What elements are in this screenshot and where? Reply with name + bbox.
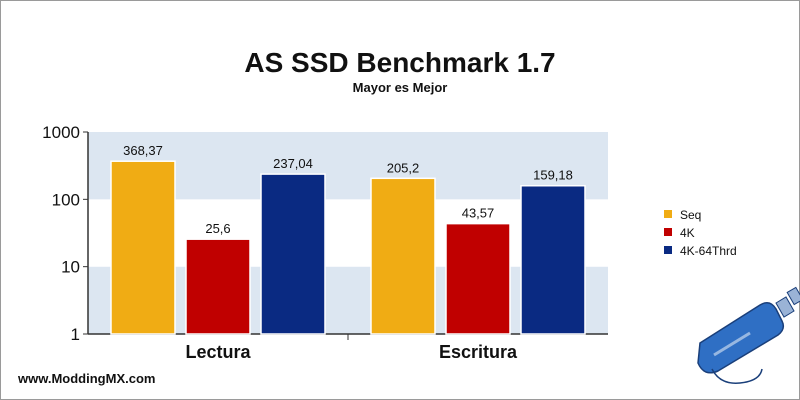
y-tick-label: 1 [71, 325, 80, 344]
legend-label: Seq [680, 208, 701, 222]
legend-swatch [664, 246, 672, 254]
bar-4k-64thrd-escritura [520, 184, 586, 335]
bar-4k-escritura [445, 222, 511, 335]
y-tick-label: 1000 [42, 123, 80, 142]
spray-bottle-icon [697, 286, 800, 384]
y-tick-label: 10 [61, 258, 80, 277]
category-label: Escritura [439, 342, 518, 362]
y-tick-label: 100 [52, 190, 80, 209]
legend: Seq 4K 4K-64Thrd [664, 208, 737, 258]
data-label: 25,6 [205, 221, 230, 236]
bar-4k-lectura [185, 238, 251, 335]
data-label: 237,04 [273, 156, 313, 171]
legend-swatch [664, 228, 672, 236]
legend-swatch [664, 210, 672, 218]
bars [110, 160, 586, 335]
bar-seq-escritura [370, 177, 436, 335]
data-labels: 368,37 25,6 237,04 205,2 43,57 159,18 [123, 143, 573, 236]
bar-seq-lectura [110, 160, 176, 335]
legend-label: 4K-64Thrd [680, 244, 737, 258]
y-tick-labels: 1 10 100 1000 [42, 123, 88, 344]
data-label: 205,2 [387, 160, 420, 175]
footer-website: www.ModdingMX.com [17, 371, 155, 386]
category-labels: Lectura Escritura [185, 342, 518, 362]
data-label: 368,37 [123, 143, 163, 158]
category-label: Lectura [185, 342, 251, 362]
data-label: 43,57 [462, 206, 495, 221]
chart-subtitle: Mayor es Mejor [353, 80, 448, 95]
legend-label: 4K [680, 226, 695, 240]
data-label: 159,18 [533, 168, 573, 183]
bar-4k-64thrd-lectura [260, 173, 326, 335]
chart-title: AS SSD Benchmark 1.7 [244, 47, 555, 78]
